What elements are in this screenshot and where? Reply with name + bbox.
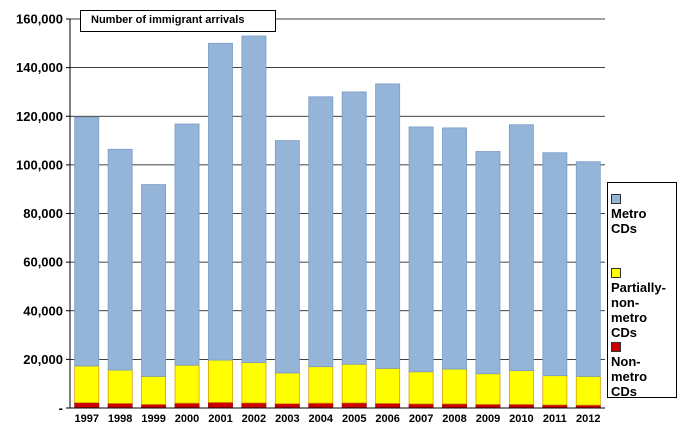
bar-segment [375,402,401,409]
bar-segment [107,402,133,409]
bar-segment [341,363,367,404]
x-tick-label: 2009 [476,413,500,425]
x-tick-label: 2005 [342,413,366,425]
bar-segment [241,362,267,404]
bar-segment [308,96,334,368]
legend-swatch-partially-non-metro [611,268,621,278]
x-tick-label: 2000 [175,413,199,425]
chart-title: Number of immigrant arrivals [91,14,245,26]
bar-segment [141,403,167,409]
bar-segment [208,402,233,409]
bar-segment [74,117,100,367]
x-tick-label: 2011 [543,413,567,425]
y-axis-ticks: - 20,000 40,000 60,000 80,000 100,000 120,000 1… [16,12,70,416]
bar-segment [341,91,367,365]
bars [74,35,601,409]
x-tick-label: 2004 [309,413,334,425]
y-tick-label: 140,000 [16,60,63,75]
bar-segment [442,403,467,409]
y-tick-label: 120,000 [16,109,63,124]
bar-segment [475,403,501,409]
x-tick-label: 2006 [375,413,399,425]
y-tick-label: 60,000 [23,255,63,270]
bar-segment [341,402,367,409]
chart-title-box: Number of immigrant arrivals [80,10,276,32]
y-tick-label: 40,000 [23,303,63,318]
bar-segment [174,364,200,404]
legend-label-non-metro: Non- metro CDs [611,354,648,399]
bar-segment [107,369,133,404]
x-tick-label: 1999 [141,413,165,425]
bar-segment [408,126,434,373]
x-tick-label: 2012 [576,413,600,425]
bar-segment [274,140,300,374]
legend-label-partially-non-metro: Partially- non- metro CDs [611,280,666,340]
x-tick-label: 2003 [275,413,299,425]
bar-segment [475,373,501,405]
bar-segment [74,365,100,404]
legend-swatch-non-metro [611,342,621,352]
legend-item-non-metro: Non- metro CDs [611,339,676,399]
y-tick-label: 160,000 [16,12,63,27]
bar-segment [308,402,334,409]
x-tick-label: 1997 [74,413,98,425]
x-tick-label: 2002 [242,413,266,425]
x-tick-label: 1998 [108,413,132,425]
bar-segment [508,124,534,371]
bar-segment [208,359,233,403]
bar-segment [542,375,568,406]
legend-label-metro: Metro CDs [611,206,647,236]
bar-segment [241,35,267,363]
bar-segment [408,371,434,405]
legend-item-partially-non-metro: Partially- non- metro CDs [611,265,676,340]
bar-segment [542,152,568,377]
x-tick-label: 2001 [208,413,232,425]
bar-segment [241,402,267,409]
x-tick-label: 2007 [409,413,433,425]
bar-segment [74,402,100,409]
legend-swatch-metro [611,194,621,204]
y-tick-label: 80,000 [23,206,63,221]
bar-segment [442,368,467,405]
bar-segment [508,370,534,405]
bar-segment [508,403,534,409]
y-tick-label: 20,000 [23,352,63,367]
bar-segment [274,372,300,405]
bar-segment [408,403,434,409]
bar-segment [107,148,133,371]
bar-segment [141,184,167,377]
x-tick-label: 2008 [442,413,466,425]
bar-segment [442,127,467,370]
bar-segment [174,402,200,409]
bar-segment [174,123,200,366]
y-tick-label: - [59,401,63,416]
bar-segment [141,375,167,405]
bar-segment [575,375,601,406]
bar-segment [575,161,601,377]
legend-item-metro: Metro CDs [611,191,676,236]
bar-segment [375,367,401,404]
bar-segment [208,42,233,361]
bar-segment [475,151,501,375]
bar-segment [274,403,300,409]
bar-segment [308,366,334,404]
x-axis-ticks: 1997 1998 1999 2000 2001 2002 2003 2004 2005 2006… [74,413,600,425]
x-tick-label: 2010 [509,413,533,425]
bar-segment [375,83,401,369]
y-tick-label: 100,000 [16,157,63,172]
legend: Metro CDs Partially- non- metro CDs Non-… [607,182,677,399]
